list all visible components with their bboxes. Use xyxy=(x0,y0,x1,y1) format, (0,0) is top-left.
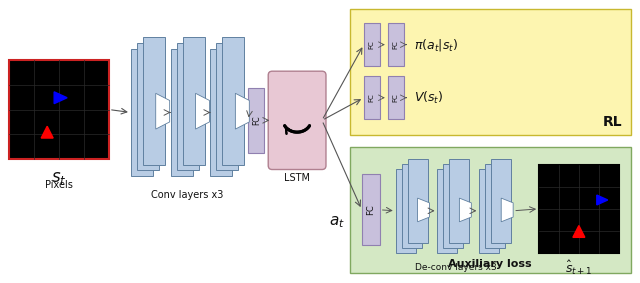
Polygon shape xyxy=(196,93,209,129)
Text: $\hat{s}_{t+1}$: $\hat{s}_{t+1}$ xyxy=(565,259,593,277)
Text: $a_t$: $a_t$ xyxy=(329,215,345,230)
FancyBboxPatch shape xyxy=(171,49,193,176)
Polygon shape xyxy=(41,126,53,138)
Text: FC: FC xyxy=(252,115,260,125)
FancyBboxPatch shape xyxy=(539,165,619,253)
Polygon shape xyxy=(156,93,170,129)
Text: Pixels: Pixels xyxy=(45,180,73,190)
FancyBboxPatch shape xyxy=(402,164,422,248)
Text: $s_t$: $s_t$ xyxy=(51,168,67,186)
FancyBboxPatch shape xyxy=(137,43,159,170)
Polygon shape xyxy=(417,198,429,222)
FancyBboxPatch shape xyxy=(408,159,428,243)
FancyBboxPatch shape xyxy=(485,164,505,248)
Text: $\pi(a_t|s_t)$: $\pi(a_t|s_t)$ xyxy=(413,37,458,53)
FancyBboxPatch shape xyxy=(211,49,232,176)
Polygon shape xyxy=(54,92,67,104)
Polygon shape xyxy=(236,93,250,129)
FancyBboxPatch shape xyxy=(131,49,153,176)
Text: FC: FC xyxy=(369,40,375,49)
FancyBboxPatch shape xyxy=(182,37,205,165)
FancyBboxPatch shape xyxy=(248,88,264,153)
FancyBboxPatch shape xyxy=(479,168,499,253)
FancyBboxPatch shape xyxy=(364,23,380,66)
Text: Conv layers x3: Conv layers x3 xyxy=(152,190,224,200)
Text: De-conv layers x3: De-conv layers x3 xyxy=(415,263,496,272)
Polygon shape xyxy=(596,195,608,205)
FancyBboxPatch shape xyxy=(388,76,404,119)
Polygon shape xyxy=(573,226,585,237)
FancyBboxPatch shape xyxy=(143,37,164,165)
Polygon shape xyxy=(460,198,471,222)
FancyBboxPatch shape xyxy=(350,147,630,273)
FancyBboxPatch shape xyxy=(438,168,458,253)
FancyBboxPatch shape xyxy=(362,174,380,245)
FancyBboxPatch shape xyxy=(388,23,404,66)
FancyBboxPatch shape xyxy=(10,60,109,159)
Text: LSTM: LSTM xyxy=(284,173,310,183)
FancyBboxPatch shape xyxy=(350,9,630,135)
Text: FC: FC xyxy=(369,93,375,102)
FancyBboxPatch shape xyxy=(364,76,380,119)
Text: $V(s_t)$: $V(s_t)$ xyxy=(413,90,443,106)
Text: FC: FC xyxy=(393,93,399,102)
FancyBboxPatch shape xyxy=(216,43,238,170)
FancyBboxPatch shape xyxy=(492,159,511,243)
FancyBboxPatch shape xyxy=(396,168,415,253)
FancyBboxPatch shape xyxy=(449,159,469,243)
Polygon shape xyxy=(501,198,513,222)
FancyBboxPatch shape xyxy=(444,164,463,248)
FancyBboxPatch shape xyxy=(223,37,244,165)
FancyBboxPatch shape xyxy=(268,71,326,170)
Text: Auxiliary loss: Auxiliary loss xyxy=(449,259,532,269)
Text: FC: FC xyxy=(366,204,375,215)
Text: RL: RL xyxy=(603,115,623,129)
FancyBboxPatch shape xyxy=(177,43,198,170)
Text: FC: FC xyxy=(393,40,399,49)
